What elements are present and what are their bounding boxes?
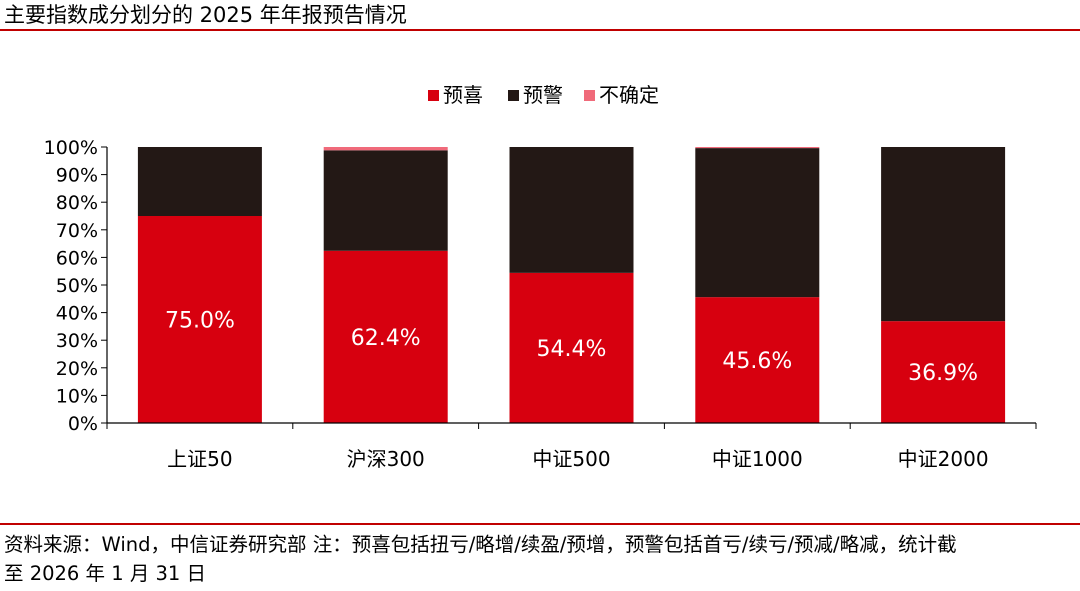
bar-3-4 [695,147,820,149]
x-category-label: 中证1000 [712,447,803,471]
bar-1-3 [509,272,634,423]
source-line-2: 至 2026 年 1 月 31 日 [4,562,207,585]
data-label: 36.9% [908,361,978,386]
bar-2-5 [881,147,1006,322]
x-category-label: 沪深300 [347,447,425,471]
y-tick-label: 40% [56,303,98,325]
legend-swatch-3 [584,90,595,101]
bar-3-2 [323,147,448,151]
legend-swatch-1 [428,90,439,101]
y-tick-label: 70% [56,220,98,242]
source-line-1: 资料来源：Wind，中信证券研究部 注：预喜包括扭亏/略增/续盈/预增，预警包括… [4,533,957,556]
y-tick-label: 80% [56,192,98,214]
bar-2-3 [509,147,634,273]
bar-2-1 [137,147,262,216]
data-label: 45.6% [722,349,792,374]
data-label: 75.0% [165,309,235,334]
bar-1-5 [881,321,1006,423]
legend-label-1: 预喜 [443,83,483,107]
bar-1-1 [137,216,262,423]
legend-swatch-2 [508,90,519,101]
y-tick-label: 30% [56,330,98,352]
bar-2-4 [695,148,820,298]
footer-divider [0,523,1080,525]
x-category-label: 中证500 [532,447,610,471]
data-label: 54.4% [537,337,607,362]
bar-2-2 [323,150,448,251]
bar-1-4 [695,297,820,423]
data-label: 62.4% [351,326,421,351]
page-title: 主要指数成分划分的 2025 年年报预告情况 [4,3,407,27]
y-tick-label: 100% [44,137,98,159]
x-category-label: 中证2000 [898,447,989,471]
y-tick-label: 60% [56,247,98,269]
legend-label-3: 不确定 [599,83,659,107]
title-divider [0,29,1080,31]
y-tick-label: 20% [56,358,98,380]
y-tick-label: 90% [56,165,98,187]
bar-1-2 [323,250,448,423]
y-tick-label: 50% [56,275,98,297]
stacked-bar-chart: 预喜 预警 不确定 0% 10% 20% 30% 40% 50% 60% 70% 80% 90% 100%… [44,83,1037,471]
x-category-label: 上证50 [167,447,232,471]
source-note: 资料来源：Wind，中信证券研究部 注：预喜包括扭亏/略增/续盈/预增，预警包括… [4,530,1080,588]
y-tick-label: 10% [56,385,98,407]
legend-label-2: 预警 [523,83,563,107]
y-tick-label: 0% [68,413,98,435]
chart-area: 预喜 预警 不确定 0% 10% 20% 30% 40% 50% 60% 70% 80% 90% 100%… [0,32,1080,520]
